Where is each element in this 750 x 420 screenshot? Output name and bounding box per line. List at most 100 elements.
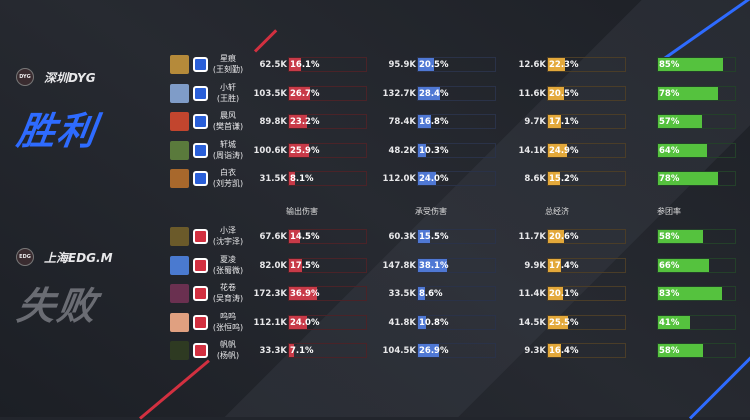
taken-value: 60.3K (388, 232, 416, 242)
taken-fill (418, 58, 434, 71)
dmg-bar: 23.2% (288, 114, 367, 129)
player-id: 白衣 (220, 168, 236, 177)
taken-fill (418, 344, 439, 357)
participation-bar: 78% (657, 171, 736, 186)
participation-bar: 58% (657, 229, 736, 244)
damage-value: 112.1K (253, 317, 287, 328)
dmg-bar: 7.1% (288, 343, 367, 358)
participation-fill (658, 58, 724, 71)
player-name: 星痕 (王刻勤) (208, 53, 248, 75)
taken-percent: 38.1% (419, 260, 449, 271)
eco-fill (548, 287, 564, 300)
economy-value: 11.6K (518, 88, 546, 99)
loser-team-name: 上海EDG.M (44, 250, 113, 265)
taken-percent: 24.0% (419, 174, 449, 184)
taken-bar: 24.0% (417, 171, 496, 186)
player-name: 小轩 (王胜) (208, 82, 248, 104)
player-name: 轩城 (周诣涛) (208, 139, 248, 161)
edg-logo: EDG (16, 248, 34, 266)
player-row: 花卷 (吴育涛) 172.3K 36.9% 33.5K 8.6% 11.4K 20.1%… (0, 283, 750, 310)
participation-fill (658, 287, 722, 300)
dmg-percent: 16.1% (290, 60, 320, 70)
dmg-percent: 36.9% (290, 289, 320, 299)
taken-percent: 26.9% (419, 346, 449, 356)
player-row: 呜呜 (张恒呜) 112.1K 24.0% 41.8K 10.8% 14.5K 25.5… (0, 311, 750, 339)
eco-bar: 25.5% (547, 314, 626, 330)
taken-fill (418, 230, 430, 243)
taken-bar: 28.4% (417, 85, 496, 101)
damage-value: 103.5K (253, 88, 287, 99)
player-name: 帆帆 (杨帆) (208, 339, 248, 361)
taken-value: 33.5K (388, 289, 416, 299)
taken-bar: 10.3% (417, 142, 496, 158)
participation-percent: 58% (659, 346, 680, 356)
dmg-bar: 14.5% (288, 229, 367, 244)
player-id: 轩城 (220, 139, 236, 149)
taken-fill (418, 287, 425, 300)
player-name: 呜呜 (张恒呜) (208, 311, 248, 333)
dmg-percent: 23.2% (290, 117, 320, 127)
participation-fill (658, 143, 708, 157)
participation-bar: 83% (657, 286, 736, 301)
participation-fill (658, 172, 719, 185)
taken-value: 95.9K (388, 60, 416, 70)
taken-percent: 20.5% (419, 60, 449, 70)
winner-team: DYG 深圳DYG (16, 68, 96, 86)
player-name: 白衣 (刘芳凯) (208, 167, 248, 189)
eco-percent: 20.5% (549, 88, 579, 99)
taken-fill (418, 86, 440, 100)
taken-percent: 10.3% (419, 145, 449, 156)
player-name: 小泽 (沈宇泽) (208, 225, 248, 247)
taken-bar: 15.5% (417, 229, 496, 244)
eco-percent: 16.4% (549, 346, 579, 356)
economy-value: 8.6K (524, 174, 546, 184)
participation-fill (658, 344, 703, 357)
player-row: 小轩 (王胜) 103.5K 26.7% 132.7K 28.4% 11.6K 20.5… (0, 82, 750, 110)
participation-fill (658, 315, 690, 329)
eco-fill (548, 143, 568, 157)
eco-fill (548, 58, 566, 71)
eco-fill (548, 86, 564, 100)
dmg-percent: 14.5% (290, 232, 320, 242)
damage-value: 89.8K (259, 117, 287, 127)
participation-fill (658, 258, 709, 272)
hero-avatar (170, 169, 189, 188)
eco-bar: 20.1% (547, 286, 626, 301)
taken-percent: 8.6% (419, 289, 443, 299)
participation-fill (658, 115, 702, 128)
taken-value: 147.8K (382, 260, 416, 271)
hero-avatar (170, 83, 189, 103)
dmg-bar: 16.1% (288, 57, 367, 72)
participation-percent: 78% (659, 174, 680, 184)
player-real-name: (吴育涛) (212, 294, 244, 303)
header-participation: 参团率 (657, 207, 681, 216)
economy-value: 9.7K (524, 117, 546, 127)
participation-fill (658, 86, 719, 100)
loser-team: EDG 上海EDG.M (16, 248, 113, 266)
dmg-percent: 25.9% (290, 145, 320, 156)
header-damage: 输出伤害 (286, 207, 318, 216)
player-row: 轩城 (周诣涛) 100.6K 25.9% 48.2K 10.3% 14.1K 24.9… (0, 139, 750, 167)
participation-percent: 66% (659, 260, 680, 271)
hero-avatar (170, 312, 189, 332)
role-icon (193, 85, 208, 101)
player-id: 小轩 (220, 82, 236, 92)
winner-team-name: 深圳DYG (44, 70, 96, 85)
taken-value: 41.8K (388, 317, 416, 328)
participation-percent: 41% (659, 317, 680, 328)
eco-percent: 24.9% (549, 145, 579, 156)
participation-percent: 64% (659, 145, 680, 156)
participation-bar: 85% (657, 57, 736, 72)
damage-value: 82.0K (259, 260, 287, 271)
participation-percent: 78% (659, 88, 680, 99)
economy-value: 11.4K (518, 289, 546, 299)
dmg-fill (289, 86, 310, 100)
eco-bar: 20.6% (547, 229, 626, 244)
player-real-name: (杨帆) (216, 351, 240, 360)
participation-bar: 41% (657, 314, 736, 330)
dmg-percent: 24.0% (290, 317, 320, 328)
economy-value: 12.6K (518, 60, 546, 70)
dmg-bar: 36.9% (288, 286, 367, 301)
player-name: 夏凌 (张蜀微) (208, 254, 248, 276)
player-real-name: (刘芳凯) (212, 179, 244, 188)
